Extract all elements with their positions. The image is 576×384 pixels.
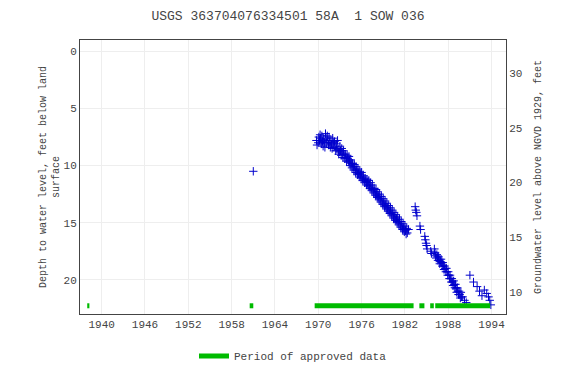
svg-text:1982: 1982 xyxy=(392,319,418,331)
svg-text:15: 15 xyxy=(509,232,522,244)
svg-text:1958: 1958 xyxy=(218,319,244,331)
svg-text:20: 20 xyxy=(509,177,522,189)
svg-text:10: 10 xyxy=(509,287,522,299)
svg-text:0: 0 xyxy=(70,46,77,58)
svg-text:Period of approved data: Period of approved data xyxy=(234,351,386,363)
svg-text:1940: 1940 xyxy=(88,319,114,331)
svg-text:1988: 1988 xyxy=(435,319,461,331)
svg-text:30: 30 xyxy=(509,68,522,80)
svg-text:1976: 1976 xyxy=(348,319,374,331)
svg-text:1946: 1946 xyxy=(132,319,158,331)
svg-text:15: 15 xyxy=(64,218,77,230)
svg-text:1964: 1964 xyxy=(262,319,289,331)
svg-text:1994: 1994 xyxy=(478,319,505,331)
svg-text:25: 25 xyxy=(509,123,522,135)
svg-text:Depth to water level, feet bel: Depth to water level, feet below landsur… xyxy=(38,66,62,288)
svg-text:10: 10 xyxy=(64,160,77,172)
svg-text:5: 5 xyxy=(70,103,77,115)
svg-text:1952: 1952 xyxy=(175,319,201,331)
svg-text:1970: 1970 xyxy=(305,319,331,331)
svg-text:Groundwater level above NGVD 1: Groundwater level above NGVD 1929, feet xyxy=(533,60,544,294)
svg-text:20: 20 xyxy=(64,275,77,287)
svg-text:USGS 363704076334501 58A 1 SO: USGS 363704076334501 58A 1 SOW 036 xyxy=(151,9,424,24)
